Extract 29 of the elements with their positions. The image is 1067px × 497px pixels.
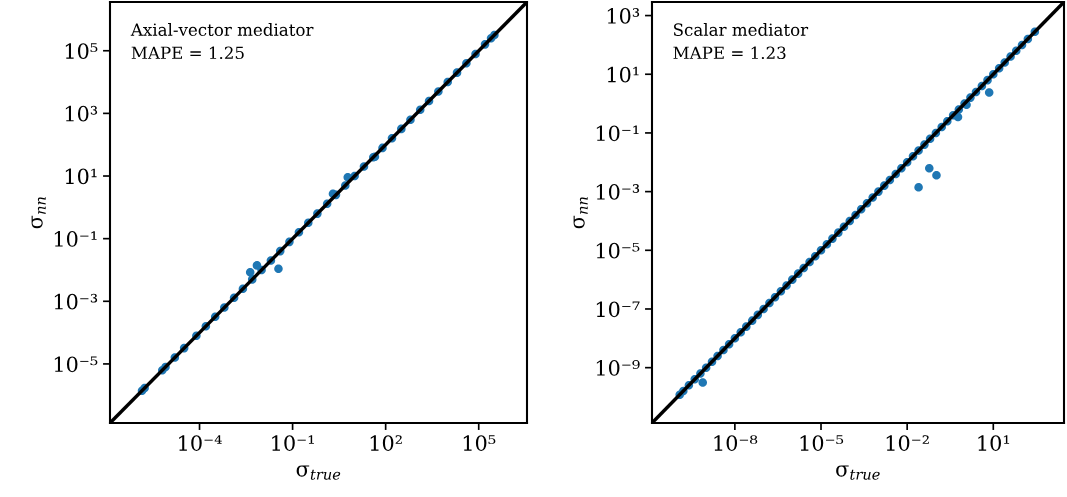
y-tick-label: 10³ bbox=[607, 8, 640, 24]
x-tick-label: 10⁻⁸ bbox=[714, 435, 758, 451]
y-tick-label: 10⁻⁵ bbox=[596, 242, 640, 259]
annotation: Scalar mediator bbox=[674, 23, 809, 36]
y-tick-label: 10³ bbox=[65, 105, 98, 122]
x-tick-label: 10⁵ bbox=[463, 435, 496, 451]
annotation: MAPE = 1.23 bbox=[673, 46, 786, 60]
y-tick-label: 10⁻⁵ bbox=[54, 356, 98, 373]
x-tick-label: 10¹ bbox=[978, 435, 1010, 451]
annotation: Axial-vector mediator bbox=[130, 23, 314, 36]
y-tick-label: 10¹ bbox=[65, 168, 97, 185]
y-tick-label: 10⁻¹ bbox=[596, 125, 639, 142]
y-tick-label: 10⁻¹ bbox=[54, 231, 97, 247]
y-tick-label: 10⁻⁹ bbox=[596, 360, 640, 376]
annotation: MAPE = 1.25 bbox=[131, 46, 244, 60]
x-tick-label: 10⁻⁵ bbox=[800, 435, 844, 451]
y-axis-title: σ$_{nn}$ bbox=[31, 197, 46, 229]
x-tick-label: 10⁻² bbox=[886, 435, 929, 451]
y-tick-label: 10⁻⁷ bbox=[596, 301, 640, 318]
x-tick-label: 10⁻¹ bbox=[272, 435, 314, 451]
y-axis-title: σ$_{nn}$ bbox=[573, 197, 588, 229]
x-tick-label: 10⁻⁴ bbox=[179, 435, 222, 451]
y-tick-label: 10⁵ bbox=[65, 43, 98, 59]
y-tick-label: 10⁻³ bbox=[54, 293, 98, 310]
x-axis-title: σ$_{true}$ bbox=[296, 465, 341, 480]
y-tick-label: 10¹ bbox=[607, 66, 639, 83]
x-tick-label: 10² bbox=[370, 435, 402, 451]
x-axis-title: σ$_{true}$ bbox=[836, 465, 880, 480]
y-tick-label: 10⁻³ bbox=[596, 184, 640, 200]
